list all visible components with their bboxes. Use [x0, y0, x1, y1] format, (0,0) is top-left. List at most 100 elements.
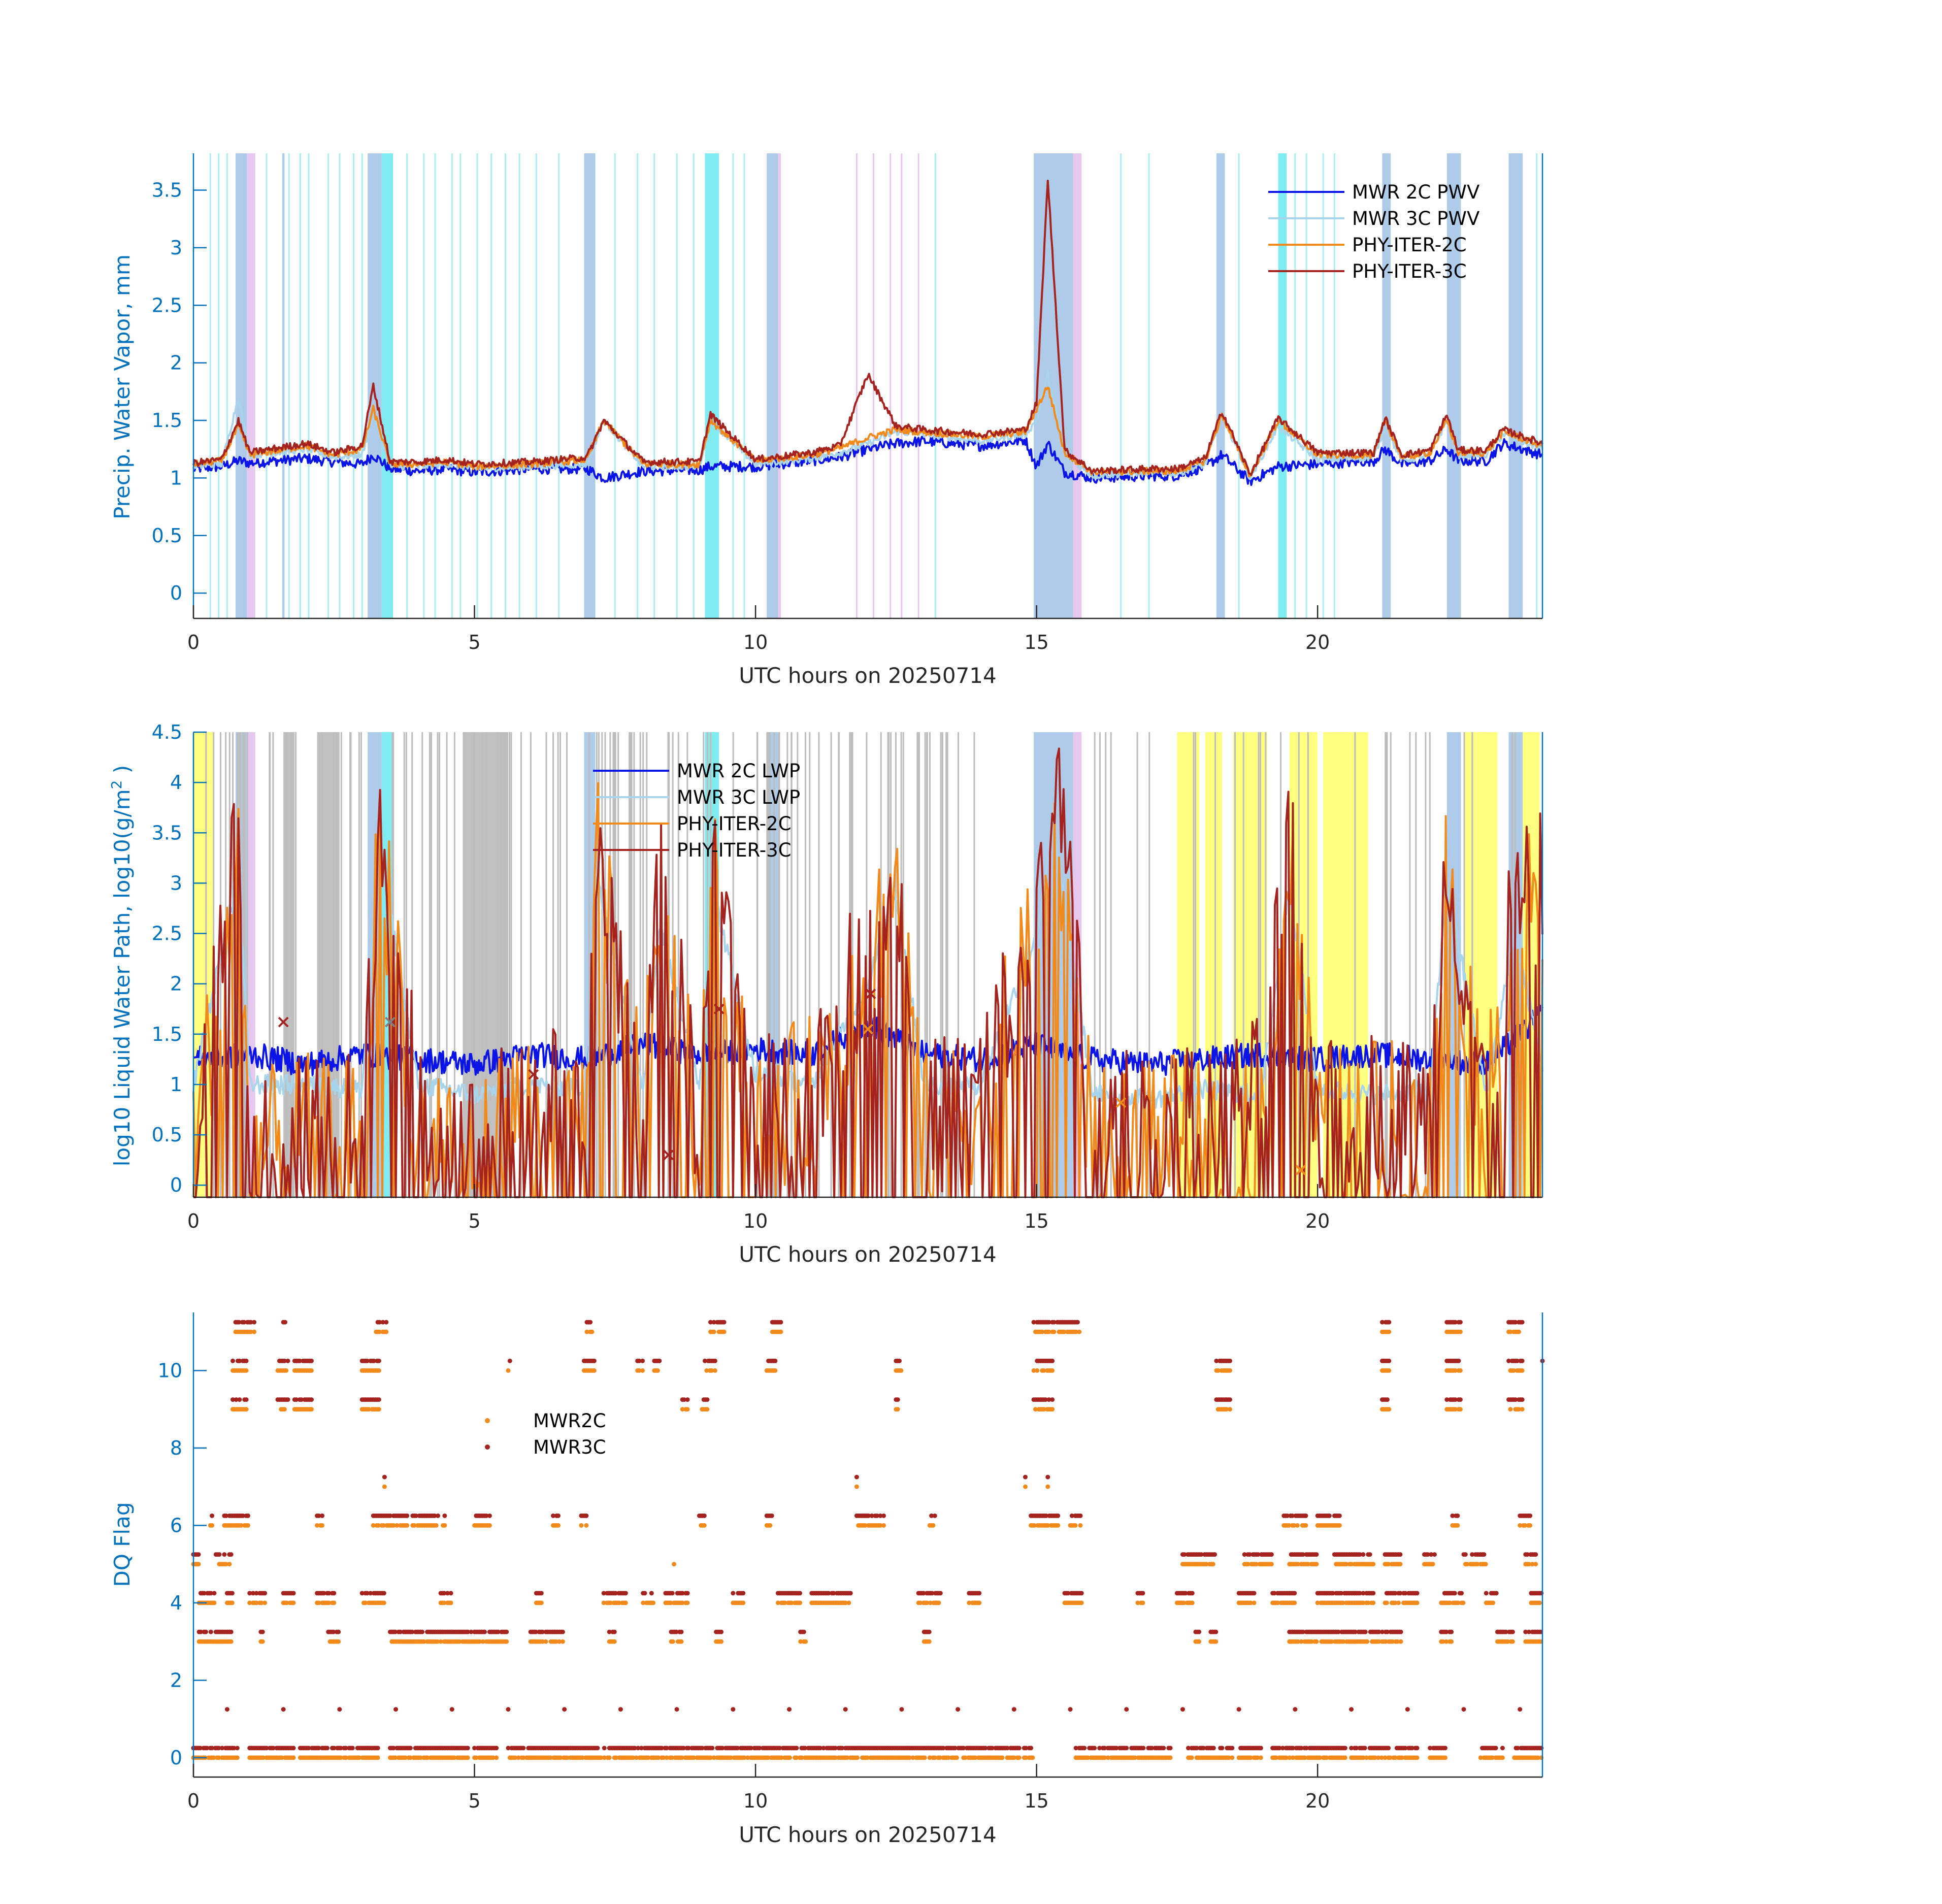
dq-point-mwr3c [309, 1358, 314, 1363]
dq-point-mwr3c [482, 1629, 487, 1634]
lwp-flag-band [463, 732, 480, 1197]
dq-legend-marker [485, 1445, 490, 1450]
dq-point-mwr3c [990, 1746, 995, 1751]
dq-point-mwr2c [775, 1600, 780, 1605]
dq-point-mwr3c [219, 1746, 224, 1751]
dq-point-mwr2c [1458, 1407, 1463, 1412]
dq-point-mwr2c [412, 1523, 417, 1528]
pwv-y-tick-label: 0.5 [152, 524, 182, 547]
dq-point-mwr2c [1041, 1407, 1046, 1412]
dq-point-mwr2c [1393, 1755, 1398, 1760]
dq-point-mwr2c [252, 1329, 257, 1334]
pwv-y-tick-label: 2 [170, 352, 182, 374]
dq-point-mwr2c [338, 1755, 343, 1760]
dq-point-mwr3c [899, 1707, 904, 1712]
dq-point-mwr2c [709, 1368, 714, 1373]
dq-point-mwr3c [540, 1629, 545, 1634]
lwp-flag-band [193, 732, 213, 1197]
dq-point-mwr2c [1273, 1755, 1278, 1760]
dq-y-tick-label: 4 [170, 1592, 182, 1614]
dq-point-mwr2c [1453, 1407, 1458, 1412]
dq-point-mwr2c [279, 1755, 284, 1760]
dq-point-mwr3c [1213, 1629, 1219, 1634]
dq-point-mwr2c [634, 1755, 639, 1760]
dq-point-mwr3c [1079, 1591, 1084, 1596]
dq-point-mwr2c [1050, 1368, 1055, 1373]
dq-point-mwr2c [487, 1523, 492, 1528]
lwp-y-tick-label: 1.5 [152, 1023, 182, 1045]
dq-point-mwr2c [1533, 1562, 1538, 1567]
dq-point-mwr3c [291, 1591, 296, 1596]
dq-point-mwr2c [1440, 1639, 1445, 1644]
dq-point-mwr2c [1258, 1755, 1263, 1760]
dq-point-mwr3c [1429, 1552, 1434, 1557]
dq-point-mwr3c [1409, 1746, 1414, 1751]
lwp-x-marker [1295, 1165, 1306, 1175]
dq-point-mwr2c [235, 1755, 240, 1760]
pwv-flag-band [1382, 153, 1391, 618]
dq-point-mwr2c [1517, 1407, 1522, 1412]
dq-point-mwr2c [1366, 1600, 1371, 1605]
dq-point-mwr3c [1363, 1629, 1368, 1634]
dq-point-mwr3c [365, 1358, 370, 1363]
dq-point-mwr3c [237, 1397, 242, 1402]
pwv-flag-band [236, 153, 247, 618]
dq-point-mwr3c [365, 1591, 370, 1596]
dq-point-mwr3c [291, 1746, 296, 1751]
dq-point-mwr2c [512, 1755, 517, 1760]
dq-point-mwr2c [1181, 1600, 1187, 1605]
dq-point-mwr3c [237, 1320, 242, 1325]
dq-point-mwr3c [961, 1746, 966, 1751]
dq-point-mwr3c [613, 1591, 618, 1596]
dq-point-mwr3c [562, 1707, 567, 1712]
dq-point-mwr2c [794, 1755, 799, 1760]
dq-point-mwr3c [657, 1358, 662, 1363]
dq-point-mwr3c [897, 1358, 902, 1363]
dq-x-tick-label: 5 [468, 1790, 480, 1812]
dq-point-mwr2c [787, 1755, 793, 1760]
dq-point-mwr2c [1447, 1600, 1452, 1605]
dq-point-mwr2c [326, 1600, 332, 1605]
dq-point-mwr3c [1269, 1552, 1274, 1557]
dq-point-mwr2c [1387, 1329, 1392, 1334]
dq-point-mwr2c [1398, 1639, 1403, 1644]
lwp-y-tick-label: 4.5 [152, 721, 182, 743]
dq-point-mwr3c [1354, 1746, 1359, 1751]
dq-point-mwr2c [1387, 1407, 1392, 1412]
dq-point-mwr2c [782, 1600, 787, 1605]
dq-point-mwr2c [1508, 1329, 1513, 1334]
dq-point-mwr2c [1085, 1755, 1090, 1760]
dq-point-mwr3c [1227, 1397, 1232, 1402]
pwv-legend: MWR 2C PWV MWR 3C PWV PHY-ITER-2C PHY-ITER-… [1268, 181, 1479, 282]
dq-point-mwr3c [1304, 1746, 1309, 1751]
lwp-x-marker [278, 1016, 289, 1028]
dq-point-mwr3c [1533, 1552, 1538, 1557]
dq-point-mwr2c [1295, 1639, 1300, 1644]
dq-point-mwr3c [324, 1746, 330, 1751]
dq-point-mwr2c [425, 1755, 430, 1760]
dq-point-mwr3c [202, 1591, 207, 1596]
dq-point-mwr2c [558, 1755, 563, 1760]
dq-point-mwr3c [337, 1707, 342, 1712]
dq-point-mwr2c [641, 1600, 646, 1605]
dq-point-mwr3c [700, 1746, 705, 1751]
dq-point-mwr2c [539, 1600, 544, 1605]
dq-x-tick-label: 0 [187, 1790, 200, 1812]
dq-point-mwr2c [1224, 1407, 1229, 1412]
dq-point-mwr3c [1258, 1746, 1263, 1751]
dq-point-mwr3c [607, 1629, 612, 1634]
dq-point-mwr3c [1114, 1746, 1119, 1751]
dq-point-mwr3c [1398, 1552, 1403, 1557]
dq-point-mwr3c [445, 1591, 450, 1596]
dq-point-mwr2c [768, 1523, 773, 1528]
dq-point-mwr2c [1290, 1755, 1295, 1760]
dq-point-mwr2c [1045, 1484, 1050, 1489]
dq-axes: 0 5 10 15 20 0 2 4 6 8 10 [158, 1312, 1543, 1812]
dq-point-mwr3c [1050, 1397, 1055, 1402]
pwv-x-tick-label: 10 [743, 631, 768, 653]
dq-point-mwr3c [212, 1591, 217, 1596]
dq-point-mwr2c [1140, 1600, 1145, 1605]
dq-point-mwr2c [973, 1755, 978, 1760]
dq-point-mwr3c [472, 1746, 477, 1751]
